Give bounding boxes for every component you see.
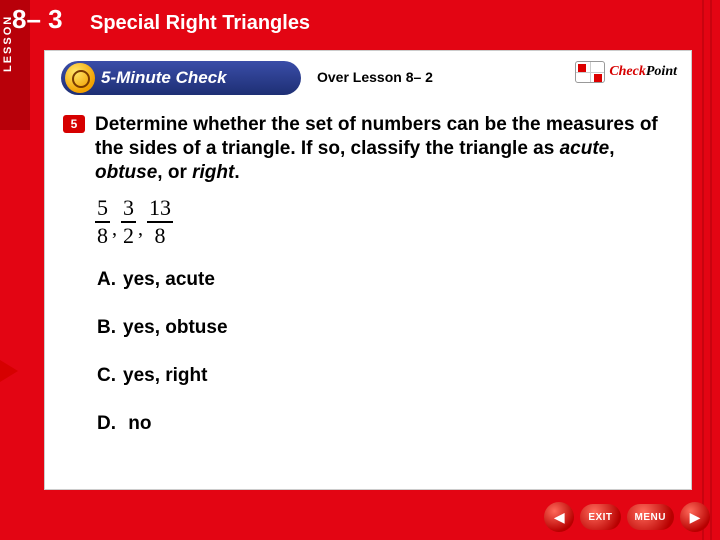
header-bar: Special Right Triangles <box>0 6 720 42</box>
checkpoint-badge: CheckPoint <box>575 61 677 83</box>
fraction-sep: , <box>112 218 117 247</box>
answer-letter: D. <box>97 413 123 435</box>
question-tail: . <box>234 162 239 183</box>
nav-bar: ◀ EXIT MENU ▶ <box>544 502 710 532</box>
question-sep1: , <box>609 138 614 159</box>
answer-a[interactable]: A.yes, acute <box>97 269 228 291</box>
fraction-num: 3 <box>121 197 136 219</box>
fraction-row: 58 , 32 , 138 <box>95 197 173 247</box>
answer-letter: C. <box>97 365 123 387</box>
chevron-left-icon: ◀ <box>554 509 565 526</box>
correct-answer-arrow-icon <box>0 360 24 382</box>
answer-text: yes, right <box>123 365 207 386</box>
next-button[interactable]: ▶ <box>680 502 710 532</box>
content-panel: 5-Minute Check Over Lesson 8– 2 CheckPoi… <box>44 50 692 490</box>
checkpoint-black: Point <box>646 64 677 79</box>
answer-text: yes, acute <box>123 269 215 290</box>
answer-letter: B. <box>97 317 123 339</box>
fraction: 32 <box>121 197 136 247</box>
question-em2: obtuse <box>95 162 157 183</box>
stopwatch-icon <box>65 63 95 93</box>
five-minute-check-label: 5-Minute Check <box>101 68 227 88</box>
fraction-num: 13 <box>147 197 173 219</box>
decor-stripe <box>702 0 704 540</box>
answer-letter: A. <box>97 269 123 291</box>
over-lesson-label: Over Lesson 8– 2 <box>317 69 433 85</box>
fraction-den: 8 <box>95 225 110 247</box>
exit-button[interactable]: EXIT <box>580 504 620 530</box>
decor-stripe <box>710 0 712 540</box>
checkpoint-flag-icon <box>575 61 605 83</box>
fraction-sep: , <box>138 218 143 247</box>
fraction-den: 2 <box>121 225 136 247</box>
checkpoint-red: Check <box>609 64 646 79</box>
menu-button[interactable]: MENU <box>627 504 674 530</box>
question-number-badge: 5 <box>63 115 85 133</box>
answer-d[interactable]: D. no <box>97 413 228 435</box>
question-em1: acute <box>560 138 610 159</box>
fraction: 138 <box>147 197 173 247</box>
answer-text: no <box>123 413 152 434</box>
fraction-den: 8 <box>153 225 168 247</box>
answer-c[interactable]: C.yes, right <box>97 365 228 387</box>
fraction: 58 <box>95 197 110 247</box>
five-minute-check-pill: 5-Minute Check <box>61 61 301 95</box>
answer-list: A.yes, acute B.yes, obtuse C.yes, right … <box>97 269 228 461</box>
question-em3: right <box>192 162 234 183</box>
question-text: Determine whether the set of numbers can… <box>95 113 665 184</box>
fraction-num: 5 <box>95 197 110 219</box>
prev-button[interactable]: ◀ <box>544 502 574 532</box>
answer-b[interactable]: B.yes, obtuse <box>97 317 228 339</box>
question-sep2: , or <box>157 162 192 183</box>
lesson-title: Special Right Triangles <box>90 12 310 35</box>
chevron-right-icon: ▶ <box>690 509 701 526</box>
answer-text: yes, obtuse <box>123 317 228 338</box>
